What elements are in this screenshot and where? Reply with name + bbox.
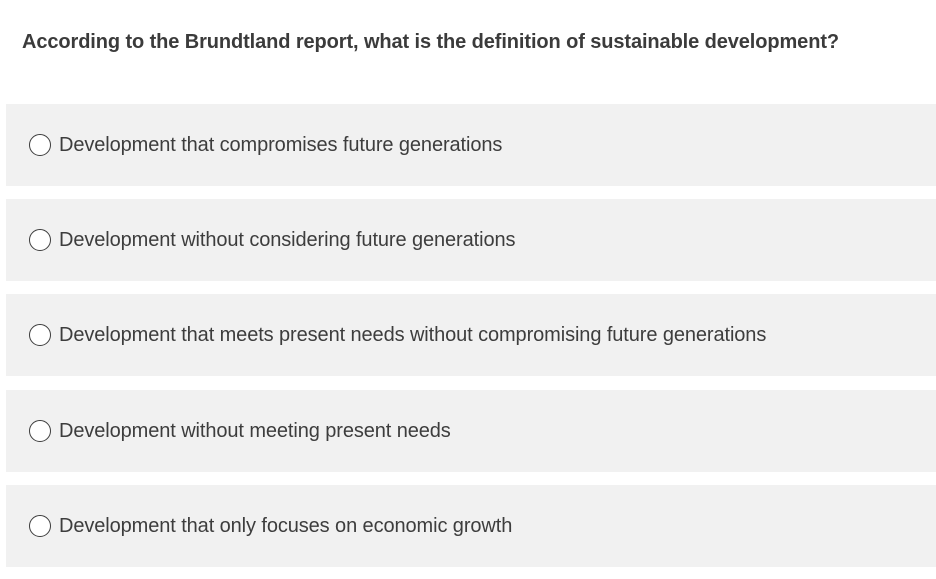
- answer-option-label: Development without meeting present need…: [59, 419, 451, 442]
- answer-option-3[interactable]: Development that meets present needs wit…: [6, 294, 936, 376]
- radio-button-icon[interactable]: [29, 515, 51, 537]
- answer-option-1[interactable]: Development that compromises future gene…: [6, 104, 936, 186]
- answer-option-4[interactable]: Development without meeting present need…: [6, 390, 936, 472]
- question-text: According to the Brundtland report, what…: [22, 31, 839, 53]
- answer-option-5[interactable]: Development that only focuses on economi…: [6, 485, 936, 567]
- radio-button-icon[interactable]: [29, 420, 51, 442]
- radio-button-icon[interactable]: [29, 324, 51, 346]
- radio-button-icon[interactable]: [29, 134, 51, 156]
- answer-option-label: Development that compromises future gene…: [59, 133, 503, 156]
- radio-button-icon[interactable]: [29, 229, 51, 251]
- answer-option-label: Development that meets present needs wit…: [59, 323, 767, 346]
- answer-option-2[interactable]: Development without considering future g…: [6, 199, 936, 281]
- answer-option-label: Development without considering future g…: [59, 228, 516, 251]
- answer-option-label: Development that only focuses on economi…: [59, 514, 513, 537]
